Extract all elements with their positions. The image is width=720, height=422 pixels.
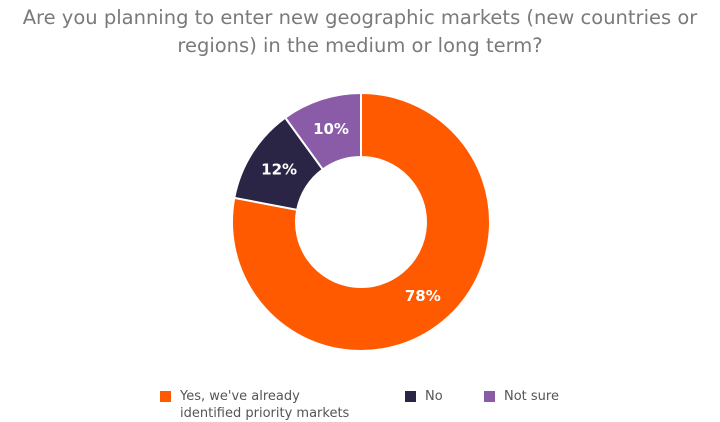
slice-label: 10% xyxy=(313,120,349,138)
slice-label: 78% xyxy=(405,287,441,305)
legend-label: No xyxy=(425,389,443,404)
legend-item: Not sure xyxy=(484,388,584,405)
legend-item: Yes, we've already identified priority m… xyxy=(160,388,360,422)
donut-slice xyxy=(283,91,362,171)
legend-item: No xyxy=(405,388,465,405)
legend-swatch xyxy=(405,391,416,402)
chart-title: Are you planning to enter new geographic… xyxy=(22,6,698,57)
legend-label: Yes, we've already identified priority m… xyxy=(180,389,350,421)
slice-label: 12% xyxy=(261,161,297,179)
donut-slice xyxy=(231,91,491,352)
legend-swatch xyxy=(160,391,171,402)
legend-swatch xyxy=(484,391,495,402)
legend-label: Not sure xyxy=(504,389,559,404)
